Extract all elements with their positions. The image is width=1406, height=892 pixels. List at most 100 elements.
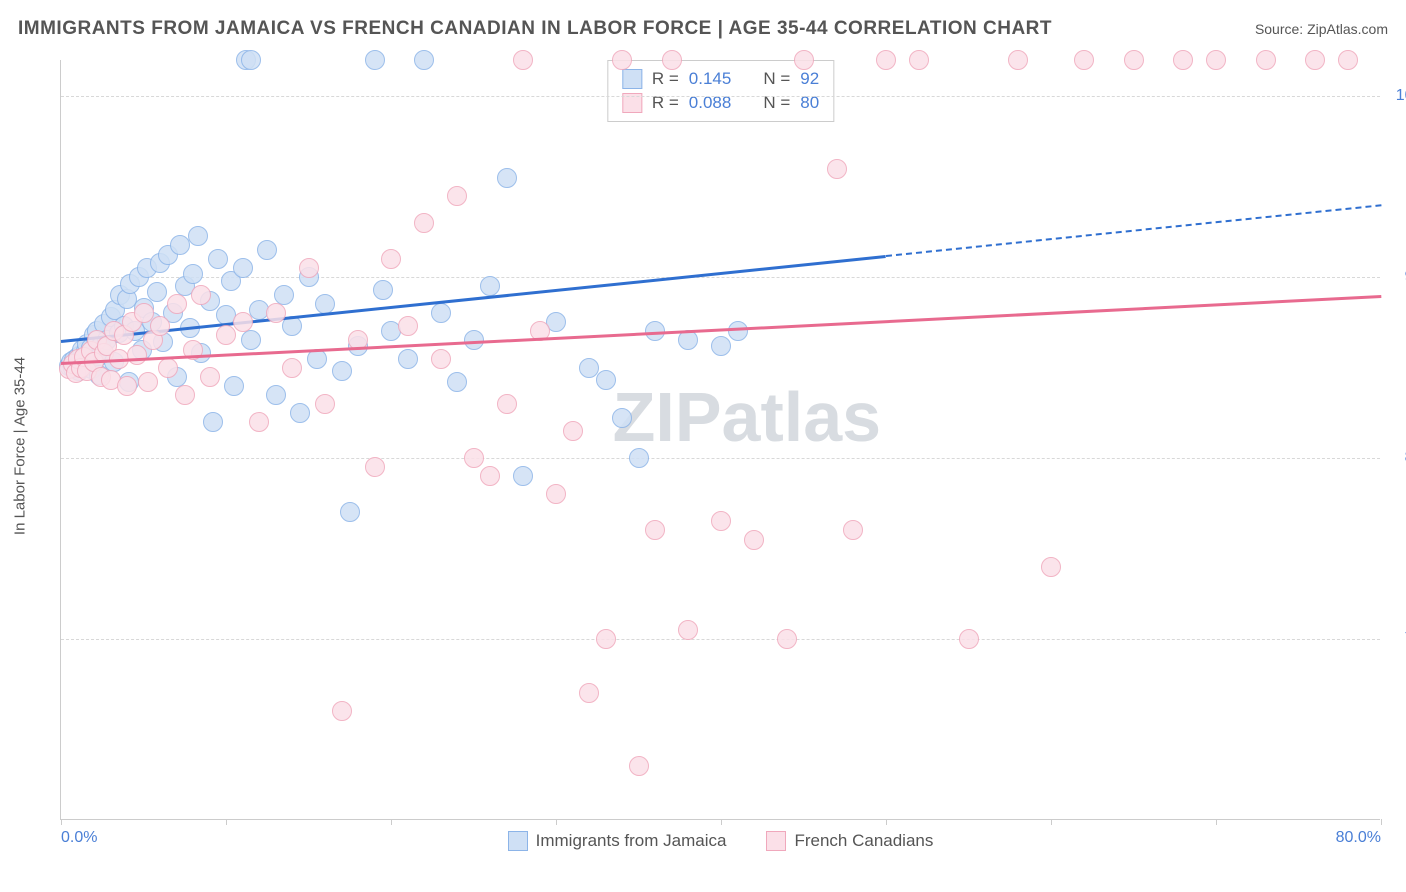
data-point-jamaica (414, 50, 434, 70)
data-point-french (315, 394, 335, 414)
data-point-french (711, 511, 731, 531)
x-tick-mark (556, 819, 557, 825)
data-point-french (233, 312, 253, 332)
n-value: 92 (800, 69, 819, 89)
data-point-french (629, 756, 649, 776)
data-point-french (1338, 50, 1358, 70)
data-point-jamaica (711, 336, 731, 356)
data-point-french (414, 213, 434, 233)
data-point-jamaica (183, 264, 203, 284)
data-point-french (216, 325, 236, 345)
data-point-french (563, 421, 583, 441)
data-point-french (909, 50, 929, 70)
data-point-jamaica (480, 276, 500, 296)
data-point-jamaica (147, 282, 167, 302)
data-point-french (480, 466, 500, 486)
legend-item-jamaica: Immigrants from Jamaica (508, 831, 727, 851)
data-point-jamaica (233, 258, 253, 278)
data-point-french (138, 372, 158, 392)
data-point-french (299, 258, 319, 278)
r-value: 0.145 (689, 69, 732, 89)
y-axis-label: In Labor Force | Age 35-44 (12, 357, 29, 535)
x-tick-label: 0.0% (61, 829, 97, 847)
data-point-jamaica (203, 412, 223, 432)
data-point-jamaica (188, 226, 208, 246)
chart-title: IMMIGRANTS FROM JAMAICA VS FRENCH CANADI… (18, 18, 1052, 40)
data-point-french (398, 316, 418, 336)
data-point-french (365, 457, 385, 477)
data-point-french (843, 520, 863, 540)
data-point-french (200, 367, 220, 387)
x-tick-mark (226, 819, 227, 825)
data-point-french (191, 285, 211, 305)
legend-label: Immigrants from Jamaica (536, 831, 727, 851)
data-point-french (645, 520, 665, 540)
y-tick-label: 80.0% (1390, 449, 1406, 467)
data-point-french (678, 620, 698, 640)
data-point-french (1305, 50, 1325, 70)
stats-row-jamaica: R = 0.145 N = 92 (622, 67, 819, 91)
series-legend: Immigrants from Jamaica French Canadians (61, 831, 1380, 851)
data-point-french (1124, 50, 1144, 70)
swatch-jamaica (622, 69, 642, 89)
data-point-french (1074, 50, 1094, 70)
data-point-jamaica (170, 235, 190, 255)
data-point-jamaica (241, 50, 261, 70)
data-point-french (596, 629, 616, 649)
data-point-jamaica (431, 303, 451, 323)
gridline-h (61, 96, 1380, 97)
y-tick-label: 70.0% (1390, 630, 1406, 648)
data-point-jamaica (596, 370, 616, 390)
data-point-jamaica (513, 466, 533, 486)
data-point-french (744, 530, 764, 550)
data-point-jamaica (274, 285, 294, 305)
data-point-french (546, 484, 566, 504)
data-point-french (464, 448, 484, 468)
scatter-plot: ZIPatlas R =0.145N =92R =0.088N =80 Immi… (60, 60, 1380, 820)
data-point-jamaica (447, 372, 467, 392)
data-point-french (513, 50, 533, 70)
data-point-jamaica (332, 361, 352, 381)
data-point-french (175, 385, 195, 405)
data-point-french (117, 376, 137, 396)
data-point-french (827, 159, 847, 179)
x-tick-mark (886, 819, 887, 825)
data-point-jamaica (497, 168, 517, 188)
x-tick-mark (1381, 819, 1382, 825)
data-point-french (579, 683, 599, 703)
data-point-jamaica (224, 376, 244, 396)
x-tick-mark (1051, 819, 1052, 825)
data-point-french (1173, 50, 1193, 70)
x-tick-mark (391, 819, 392, 825)
data-point-jamaica (340, 502, 360, 522)
swatch-jamaica (508, 831, 528, 851)
data-point-jamaica (290, 403, 310, 423)
data-point-jamaica (612, 408, 632, 428)
data-point-french (167, 294, 187, 314)
data-point-jamaica (241, 330, 261, 350)
stats-row-french: R =0.088N =80 (622, 91, 819, 115)
data-point-jamaica (257, 240, 277, 260)
data-point-jamaica (365, 50, 385, 70)
x-tick-label: 80.0% (1336, 829, 1381, 847)
r-label: R = (652, 69, 679, 89)
data-point-french (1041, 557, 1061, 577)
title-bar: IMMIGRANTS FROM JAMAICA VS FRENCH CANADI… (18, 18, 1388, 40)
n-label: N = (763, 69, 790, 89)
gridline-h (61, 277, 1380, 278)
data-point-jamaica (266, 385, 286, 405)
x-tick-mark (61, 819, 62, 825)
data-point-french (794, 50, 814, 70)
data-point-french (249, 412, 269, 432)
data-point-french (876, 50, 896, 70)
data-point-french (431, 349, 451, 369)
y-tick-label: 100.0% (1390, 87, 1406, 105)
data-point-french (1256, 50, 1276, 70)
gridline-h (61, 639, 1380, 640)
swatch-french (766, 831, 786, 851)
data-point-french (1008, 50, 1028, 70)
legend-label: French Canadians (794, 831, 933, 851)
data-point-french (612, 50, 632, 70)
data-point-french (497, 394, 517, 414)
data-point-french (447, 186, 467, 206)
